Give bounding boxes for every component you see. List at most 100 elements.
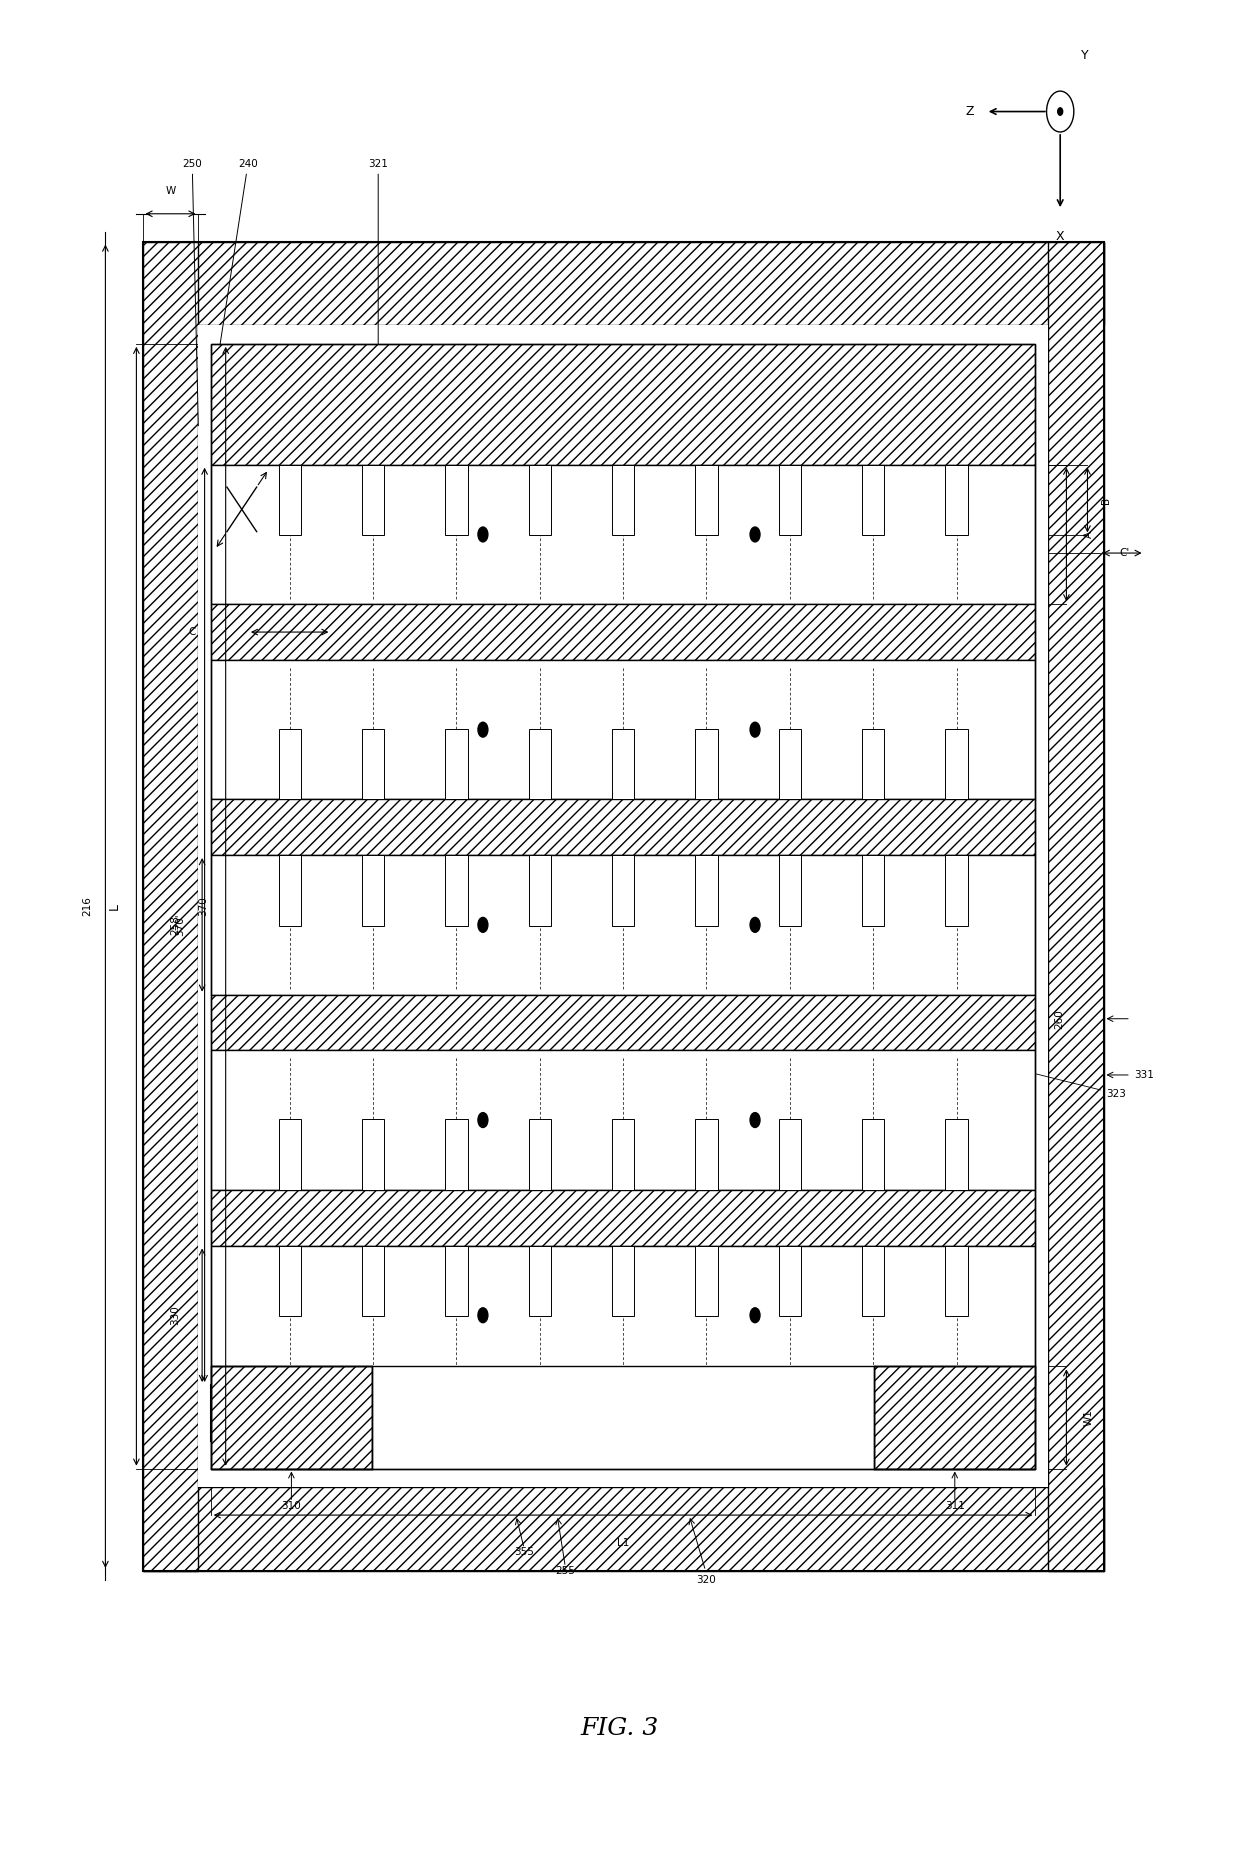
Circle shape [750,1309,760,1324]
Bar [143,1487,1104,1571]
Text: Y: Y [1081,50,1089,61]
Circle shape [750,1112,760,1127]
Text: A: A [1084,532,1094,537]
Bar [279,1119,301,1190]
Bar [445,1246,467,1316]
Text: ~320: ~320 [625,1115,653,1125]
Text: ~221: ~221 [378,905,407,916]
Text: L1: L1 [618,1537,629,1549]
Bar [198,325,1048,1487]
Text: 258: 258 [170,915,180,935]
Bar [1048,242,1104,1571]
Text: 330: 330 [170,1305,180,1325]
Text: 310: 310 [281,1500,301,1511]
Text: 370: 370 [198,896,208,916]
Bar [362,1246,384,1316]
Bar [211,1050,1035,1190]
Bar [211,1385,1035,1441]
Bar [211,660,1035,799]
Bar [211,855,1035,995]
Text: 320: 320 [696,1575,715,1586]
Bar [211,1190,1035,1246]
Text: A': A' [237,565,247,576]
Bar [528,465,551,535]
Text: 255: 255 [556,1565,575,1576]
Text: 321: 321 [630,400,650,409]
Bar [143,242,1104,1571]
Text: ~321: ~321 [625,1311,653,1320]
Bar [445,465,467,535]
Circle shape [750,528,760,543]
Bar [211,995,1035,1050]
Circle shape [477,528,487,543]
Circle shape [1058,108,1063,115]
Bar [211,1246,1035,1385]
Text: ~320: ~320 [625,511,653,521]
Bar [945,855,967,926]
Bar [279,1246,301,1316]
Bar [445,1119,467,1190]
Bar [528,855,551,926]
Bar [862,465,884,535]
Bar [528,1119,551,1190]
Bar [211,1366,372,1469]
Bar [611,1246,634,1316]
Bar [945,1119,967,1190]
Text: 250: 250 [182,158,202,426]
Bar [696,855,718,926]
Text: C: C [188,626,196,638]
Bar [696,1246,718,1316]
Bar [279,465,301,535]
Bar [779,855,801,926]
Bar [445,729,467,799]
Bar [362,729,384,799]
Bar [279,729,301,799]
Text: 260: 260 [1054,1009,1064,1028]
Circle shape [477,1112,487,1127]
Text: ~221: ~221 [625,920,653,930]
Bar [372,1366,874,1469]
Circle shape [750,916,760,933]
Circle shape [477,723,487,738]
Bar [862,1246,884,1316]
Text: Z: Z [966,106,973,117]
Text: ~321: ~321 [625,530,653,539]
Text: ~321: ~321 [361,429,415,496]
Bar [862,855,884,926]
Bar [945,465,967,535]
Bar [211,604,1035,660]
Bar [528,1246,551,1316]
Text: 325: 325 [242,1136,308,1214]
Bar [611,855,634,926]
Bar [874,1366,1035,1469]
Bar [528,729,551,799]
Bar [362,465,384,535]
Circle shape [477,1309,487,1324]
Bar [779,1246,801,1316]
Bar [779,729,801,799]
Text: 311: 311 [945,1500,965,1511]
Bar [279,855,301,926]
Bar [445,855,467,926]
Bar [211,465,1035,604]
Text: 331: 331 [1135,1071,1154,1080]
Bar [211,799,1035,855]
Bar [362,1119,384,1190]
Bar [779,465,801,535]
Text: ~320: ~320 [625,725,653,734]
Text: W1: W1 [1084,1409,1094,1426]
Text: B: B [1101,496,1111,504]
Bar [945,1246,967,1316]
Bar [362,855,384,926]
Bar [696,729,718,799]
Bar [143,242,1104,325]
Bar [779,1119,801,1190]
Text: 355: 355 [515,1547,534,1558]
Bar [874,1366,1035,1469]
Circle shape [750,723,760,738]
Text: X: X [1056,231,1064,242]
Bar [862,729,884,799]
Bar [696,1119,718,1190]
Bar [945,729,967,799]
Text: L: L [108,903,120,909]
